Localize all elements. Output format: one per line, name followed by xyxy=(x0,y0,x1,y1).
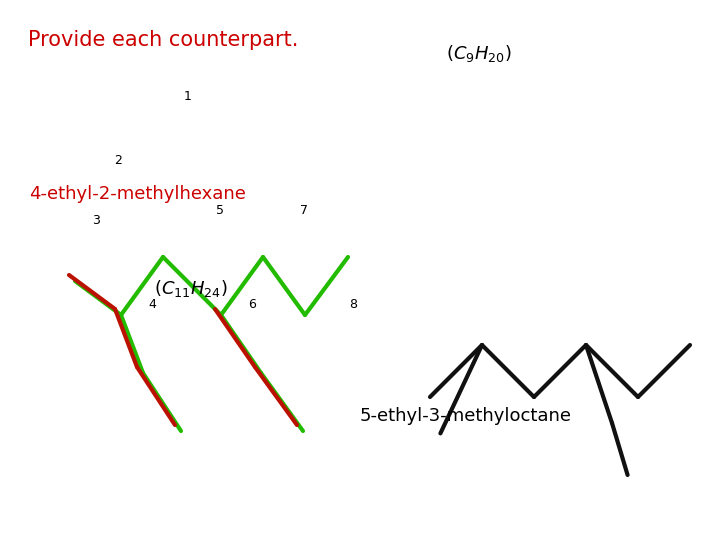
Text: Provide each counterpart.: Provide each counterpart. xyxy=(28,30,298,50)
Text: $(C_9H_{20})$: $(C_9H_{20})$ xyxy=(446,44,512,64)
Text: 2: 2 xyxy=(114,153,122,166)
Text: $(C_{11}H_{24})$: $(C_{11}H_{24})$ xyxy=(154,279,228,299)
Text: 6: 6 xyxy=(248,298,256,310)
Text: 5-ethyl-3-methyloctane: 5-ethyl-3-methyloctane xyxy=(360,407,572,425)
Text: 4-ethyl-2-methylhexane: 4-ethyl-2-methylhexane xyxy=(29,185,246,204)
Text: 7: 7 xyxy=(300,204,308,217)
Text: 3: 3 xyxy=(92,213,100,226)
Text: 5: 5 xyxy=(216,204,224,217)
Text: 8: 8 xyxy=(349,298,357,310)
Text: 4: 4 xyxy=(148,298,156,310)
Text: 1: 1 xyxy=(184,90,192,103)
